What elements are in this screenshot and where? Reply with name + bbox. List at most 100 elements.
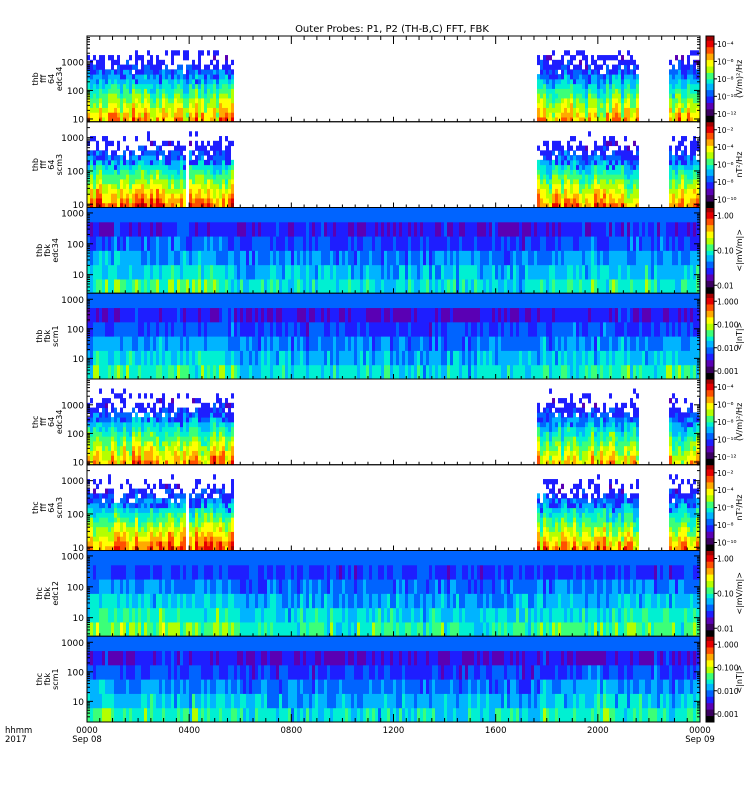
colorbar-step xyxy=(706,128,714,131)
colorbar-step xyxy=(706,404,714,408)
ylabel-line: edc12 xyxy=(51,581,60,606)
colorbar-step xyxy=(706,466,714,470)
colorbar-step xyxy=(706,683,714,687)
ytick-label: 10 xyxy=(73,544,85,554)
colorbar-step xyxy=(706,698,714,702)
colorbar-step xyxy=(706,218,714,221)
colorbar-label: 10⁻⁴ xyxy=(717,486,734,495)
colorbar-step xyxy=(706,426,714,429)
colorbar-step xyxy=(706,297,714,301)
colorbar-step xyxy=(706,181,714,185)
colorbar-step xyxy=(706,646,714,650)
colorbar-step xyxy=(706,507,714,511)
colorbar-step xyxy=(706,173,714,176)
colorbar-label: 10⁻⁴ xyxy=(717,143,734,152)
colorbar-step xyxy=(706,709,714,712)
colorbar-label: 10⁻⁸ xyxy=(717,521,734,530)
colorbar-step xyxy=(706,715,714,719)
colorbar-label: 10⁻⁸ xyxy=(717,418,734,427)
colorbar-step xyxy=(706,689,714,693)
xtick-label: 1200 xyxy=(383,726,405,736)
colorbar-step xyxy=(706,370,714,374)
colorbar-step xyxy=(706,96,714,99)
ylabel-line: scm1 xyxy=(51,325,60,346)
colorbar-step xyxy=(706,333,714,337)
colorbar-step xyxy=(706,661,714,665)
colorbar-step xyxy=(706,269,714,273)
colorbar-step xyxy=(706,569,714,573)
colorbar-step xyxy=(706,160,714,163)
colorbar-step xyxy=(706,102,714,106)
colorbar-label: 0.001 xyxy=(717,710,739,719)
colorbar-step xyxy=(706,216,714,219)
colorbar-step xyxy=(706,226,714,230)
ylabel-line: fbk xyxy=(43,672,52,685)
colorbar-step xyxy=(706,704,714,708)
colorbar-step xyxy=(706,126,714,129)
colorbar-step xyxy=(706,192,714,196)
colorbar-step xyxy=(706,659,714,663)
colorbar-step xyxy=(706,608,714,612)
colorbar-label: 10⁻¹⁰ xyxy=(717,539,737,548)
colorbar-step xyxy=(706,696,714,699)
colorbar-step xyxy=(706,213,714,217)
colorbar-step xyxy=(706,559,714,562)
colorbar-step xyxy=(706,355,714,359)
colorbar-step xyxy=(706,580,714,584)
colorbar-label: 10⁻⁶ xyxy=(717,400,734,409)
colorbar-step xyxy=(706,321,714,324)
ytick-label: 10 xyxy=(73,115,85,125)
panel-3-colorbar: 1.00 0.10 0.01<|mV/m|> xyxy=(705,207,744,294)
ylabel-line: thb xyxy=(35,329,44,342)
colorbar-step xyxy=(706,477,714,481)
colorbar-step xyxy=(706,488,714,491)
colorbar-step xyxy=(706,694,714,697)
colorbar-step xyxy=(706,89,714,93)
colorbar-step xyxy=(706,106,714,110)
ylabel-line: edc34 xyxy=(51,238,60,263)
colorbar-step xyxy=(706,406,714,410)
colorbar-label: 10⁻¹² xyxy=(717,453,737,462)
colorbar-step xyxy=(706,48,714,52)
panel-4-colorbar: 1.000 0.100 0.010 0.001 <|nT|> xyxy=(705,292,744,380)
xtick-sublabel: Sep 08 xyxy=(72,735,102,745)
ytick-label: 1000 xyxy=(61,58,84,68)
colorbar-step xyxy=(706,376,714,380)
colorbar-step xyxy=(706,267,714,271)
ytick-label: 10 xyxy=(73,271,85,281)
colorbar-step xyxy=(706,529,714,532)
colorbar-step xyxy=(706,593,714,597)
colorbar-step xyxy=(706,291,714,294)
panel-5-colorbar: 10⁻⁴ 10⁻⁶ 10⁻⁸ 10⁻¹⁰ 10⁻¹² (V/m)²/Hz xyxy=(705,378,744,466)
ylabel-line: fbk xyxy=(43,587,52,600)
ytick-label: 1000 xyxy=(61,552,84,562)
colorbar-step xyxy=(706,441,714,444)
ylabel-line: scm3 xyxy=(55,497,64,518)
colorbar-step xyxy=(706,258,714,262)
colorbar-step xyxy=(706,520,714,524)
ylabel-line: fff xyxy=(39,503,48,512)
colorbar-step xyxy=(706,44,714,48)
colorbar-step xyxy=(706,584,714,588)
colorbar-step xyxy=(706,271,714,275)
colorbar-step xyxy=(706,481,714,485)
panel-7: 10 100 1000 thc fbk edc12 1.00 0.10 0.01<|mV/m|> xyxy=(35,550,744,637)
colorbar-step xyxy=(706,653,714,657)
colorbar-step xyxy=(706,679,714,682)
colorbar-step xyxy=(706,417,714,421)
colorbar-step xyxy=(706,100,714,103)
colorbar-step xyxy=(706,421,714,425)
xtick-label: 1600 xyxy=(485,726,507,736)
colorbar-label: 10⁻² xyxy=(717,469,734,478)
colorbar-step xyxy=(706,625,714,629)
ylabel-line: 64 xyxy=(47,74,56,84)
colorbar-step xyxy=(706,117,714,121)
xtick-label: 0000 xyxy=(76,726,98,736)
colorbar-step xyxy=(706,340,714,344)
colorbar-step xyxy=(706,351,714,354)
colorbar-step xyxy=(706,537,714,541)
colorbar-step xyxy=(706,443,714,446)
colorbar-step xyxy=(706,325,714,329)
colorbar-step xyxy=(706,241,714,245)
